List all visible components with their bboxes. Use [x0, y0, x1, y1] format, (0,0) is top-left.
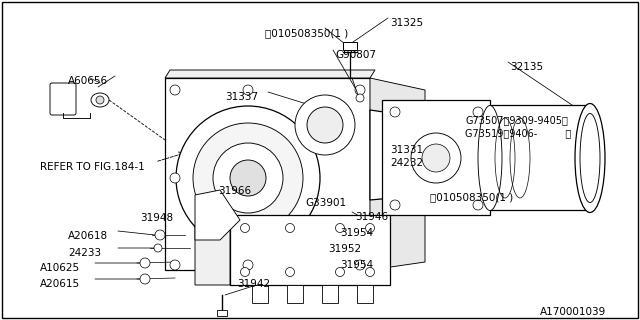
Circle shape [230, 160, 266, 196]
Text: A20615: A20615 [40, 279, 80, 289]
Circle shape [154, 244, 162, 252]
Bar [357, 285, 373, 303]
Text: 31952: 31952 [328, 244, 361, 254]
Circle shape [335, 223, 344, 233]
Text: Ⓑ010508350(1 ): Ⓑ010508350(1 ) [265, 28, 348, 38]
Circle shape [285, 223, 294, 233]
Text: A60656: A60656 [68, 76, 108, 86]
Bar [287, 285, 303, 303]
Circle shape [335, 268, 344, 276]
Circle shape [473, 107, 483, 117]
Ellipse shape [575, 103, 605, 212]
Circle shape [307, 107, 343, 143]
Text: 31331: 31331 [390, 145, 423, 155]
Text: 31942: 31942 [237, 279, 270, 289]
Ellipse shape [478, 106, 502, 211]
Circle shape [241, 223, 250, 233]
Circle shape [285, 268, 294, 276]
Circle shape [140, 258, 150, 268]
Bar [490, 105, 590, 210]
Text: 24233: 24233 [68, 248, 101, 258]
Circle shape [96, 96, 104, 104]
Circle shape [241, 268, 250, 276]
Bar [230, 215, 390, 285]
Circle shape [155, 230, 165, 240]
Text: A10625: A10625 [40, 263, 80, 273]
Circle shape [176, 106, 320, 250]
Polygon shape [382, 100, 490, 215]
Ellipse shape [91, 93, 109, 107]
Polygon shape [165, 78, 370, 270]
Circle shape [243, 85, 253, 95]
Text: G73507〈9309-9405〉: G73507〈9309-9405〉 [465, 115, 568, 125]
Text: 31966: 31966 [218, 186, 251, 196]
Circle shape [213, 143, 283, 213]
Circle shape [390, 107, 400, 117]
Circle shape [422, 144, 450, 172]
Ellipse shape [580, 114, 600, 203]
Text: 31948: 31948 [140, 213, 173, 223]
Text: 31946: 31946 [355, 212, 388, 222]
Circle shape [411, 133, 461, 183]
Circle shape [243, 260, 253, 270]
Text: 31337: 31337 [225, 92, 258, 102]
Circle shape [355, 260, 365, 270]
Text: 31954: 31954 [340, 260, 373, 270]
Circle shape [356, 94, 364, 102]
Circle shape [295, 95, 355, 155]
Text: A20618: A20618 [68, 231, 108, 241]
Polygon shape [370, 110, 425, 200]
Circle shape [170, 173, 180, 183]
Circle shape [365, 268, 374, 276]
Circle shape [193, 123, 303, 233]
Text: Ⓑ010508350(1 ): Ⓑ010508350(1 ) [430, 192, 513, 202]
Bar [252, 285, 268, 303]
Circle shape [355, 85, 365, 95]
FancyBboxPatch shape [343, 42, 357, 50]
Circle shape [140, 274, 150, 284]
Polygon shape [165, 70, 375, 78]
Text: G73519〈9406-         〉: G73519〈9406- 〉 [465, 128, 572, 138]
Bar [322, 285, 338, 303]
Bar [217, 310, 227, 316]
Circle shape [170, 260, 180, 270]
Polygon shape [195, 190, 240, 240]
Circle shape [365, 223, 374, 233]
Text: 32135: 32135 [510, 62, 543, 72]
Text: G90807: G90807 [335, 50, 376, 60]
Text: 24232: 24232 [390, 158, 423, 168]
FancyBboxPatch shape [50, 83, 76, 115]
Text: G33901: G33901 [305, 198, 346, 208]
Circle shape [390, 200, 400, 210]
Circle shape [473, 200, 483, 210]
Text: 31954: 31954 [340, 228, 373, 238]
Text: REFER TO FIG.184-1: REFER TO FIG.184-1 [40, 162, 145, 172]
Text: 31325: 31325 [390, 18, 423, 28]
Circle shape [170, 85, 180, 95]
Text: A170001039: A170001039 [540, 307, 606, 317]
Polygon shape [195, 215, 230, 285]
Polygon shape [370, 78, 425, 270]
